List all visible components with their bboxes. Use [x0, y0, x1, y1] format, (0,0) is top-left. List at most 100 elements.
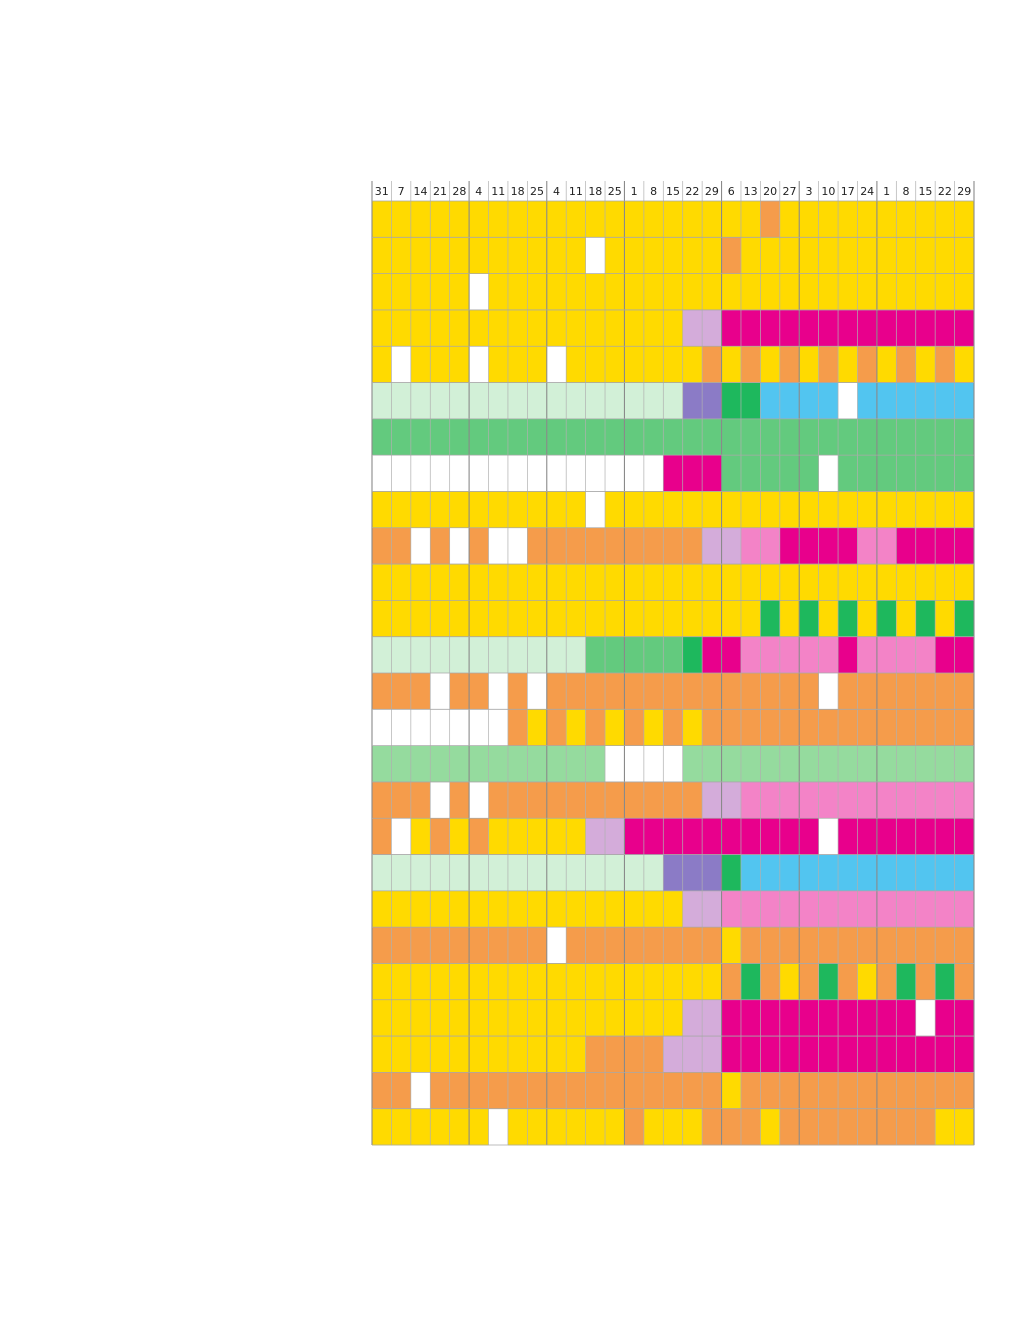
heatmap-cell: [372, 890, 392, 928]
heatmap-cell: [760, 927, 781, 964]
heatmap-cell: [410, 491, 431, 529]
heatmap-cell: [663, 673, 684, 710]
heatmap-cell: [391, 890, 412, 928]
heatmap-cell: [663, 890, 684, 928]
heatmap-cell: [760, 418, 781, 456]
heatmap-cell: [449, 382, 470, 420]
heatmap-cell: [527, 491, 548, 529]
heatmap-cell: [507, 673, 528, 710]
heatmap-cell: [838, 309, 858, 347]
heatmap-cell: [566, 1036, 587, 1073]
heatmap-cell: [779, 600, 800, 638]
heatmap-cell: [469, 673, 489, 710]
heatmap-cell: [779, 382, 800, 420]
heatmap-cell: [838, 491, 858, 529]
heatmap-cell: [624, 564, 645, 601]
heatmap-cell: [507, 273, 528, 311]
heatmap-cell: [566, 927, 587, 964]
heatmap-cell: [779, 963, 800, 1001]
heatmap-cell: [566, 1108, 587, 1146]
heatmap-cell: [682, 745, 703, 783]
heatmap-cell: [935, 745, 955, 783]
heatmap-cell: [507, 382, 528, 420]
x-tick-label: 3: [805, 185, 812, 198]
heatmap-cell: [702, 636, 722, 674]
heatmap-cell: [546, 564, 567, 601]
heatmap-cell: [857, 237, 878, 275]
heatmap-cell: [469, 1036, 489, 1073]
heatmap-cell: [915, 1108, 936, 1146]
heatmap-cell: [857, 346, 878, 383]
heatmap-cell: [449, 455, 470, 492]
heatmap-cell: [585, 999, 606, 1037]
heatmap-cell: [935, 999, 955, 1037]
heatmap-cell: [605, 963, 625, 1001]
heatmap-cell: [915, 673, 936, 710]
heatmap-cell: [527, 237, 548, 275]
heatmap-cell: [643, 346, 664, 383]
heatmap-cell: [391, 346, 412, 383]
heatmap-cell: [818, 963, 839, 1001]
heatmap-cell: [954, 527, 975, 565]
heatmap-cell: [449, 709, 470, 747]
heatmap-cell: [488, 491, 509, 529]
heatmap-cell: [410, 854, 431, 892]
heatmap-cell: [876, 1072, 897, 1110]
heatmap-cell: [857, 1036, 878, 1073]
heatmap-cell: [779, 346, 800, 383]
heatmap-cell: [857, 1108, 878, 1146]
heatmap-cell: [391, 382, 412, 420]
heatmap-cell: [430, 273, 451, 311]
heatmap-cell: [643, 890, 664, 928]
heatmap-cell: [488, 418, 509, 456]
heatmap-cell: [643, 963, 664, 1001]
heatmap-cell: [585, 963, 606, 1001]
heatmap-cell: [838, 600, 858, 638]
heatmap-cell: [585, 237, 606, 275]
heatmap-cell: [915, 527, 936, 565]
heatmap-cell: [838, 1108, 858, 1146]
heatmap-cell: [799, 491, 820, 529]
heatmap-cell: [643, 709, 664, 747]
heatmap-cell: [372, 273, 392, 311]
heatmap-cell: [527, 527, 548, 565]
heatmap-cell: [935, 491, 955, 529]
heatmap-cell: [469, 382, 489, 420]
heatmap-cell: [449, 854, 470, 892]
heatmap-cell: [605, 564, 625, 601]
heatmap-cell: [643, 745, 664, 783]
heatmap-cell: [372, 709, 392, 747]
heatmap-cell: [818, 636, 839, 674]
heatmap-cell: [449, 673, 470, 710]
heatmap-cell: [663, 382, 684, 420]
heatmap-cell: [760, 564, 781, 601]
heatmap-cell: [507, 963, 528, 1001]
heatmap-cell: [799, 309, 820, 347]
heatmap-cell: [682, 709, 703, 747]
heatmap-cell: [469, 1108, 489, 1146]
heatmap-cell: [546, 854, 567, 892]
heatmap-cell: [857, 273, 878, 311]
x-tick-label: 11: [491, 185, 505, 198]
heatmap-cell: [799, 709, 820, 747]
heatmap-cell: [430, 818, 451, 855]
heatmap-cell: [799, 854, 820, 892]
heatmap-cell: [896, 201, 917, 238]
heatmap-cell: [585, 346, 606, 383]
heatmap-cell: [799, 781, 820, 819]
heatmap-cell: [954, 927, 975, 964]
heatmap-cell: [838, 237, 858, 275]
heatmap-cell: [896, 491, 917, 529]
heatmap-cell: [643, 491, 664, 529]
x-tick-label: 1: [631, 185, 638, 198]
heatmap-cell: [740, 927, 761, 964]
heatmap-cell: [721, 927, 742, 964]
heatmap-cell: [799, 273, 820, 311]
heatmap-cell: [915, 382, 936, 420]
heatmap-cell: [449, 600, 470, 638]
heatmap-cell: [663, 854, 684, 892]
heatmap-cell: [740, 273, 761, 311]
heatmap-cell: [585, 418, 606, 456]
heatmap-cell: [507, 745, 528, 783]
heatmap-cell: [702, 201, 722, 238]
